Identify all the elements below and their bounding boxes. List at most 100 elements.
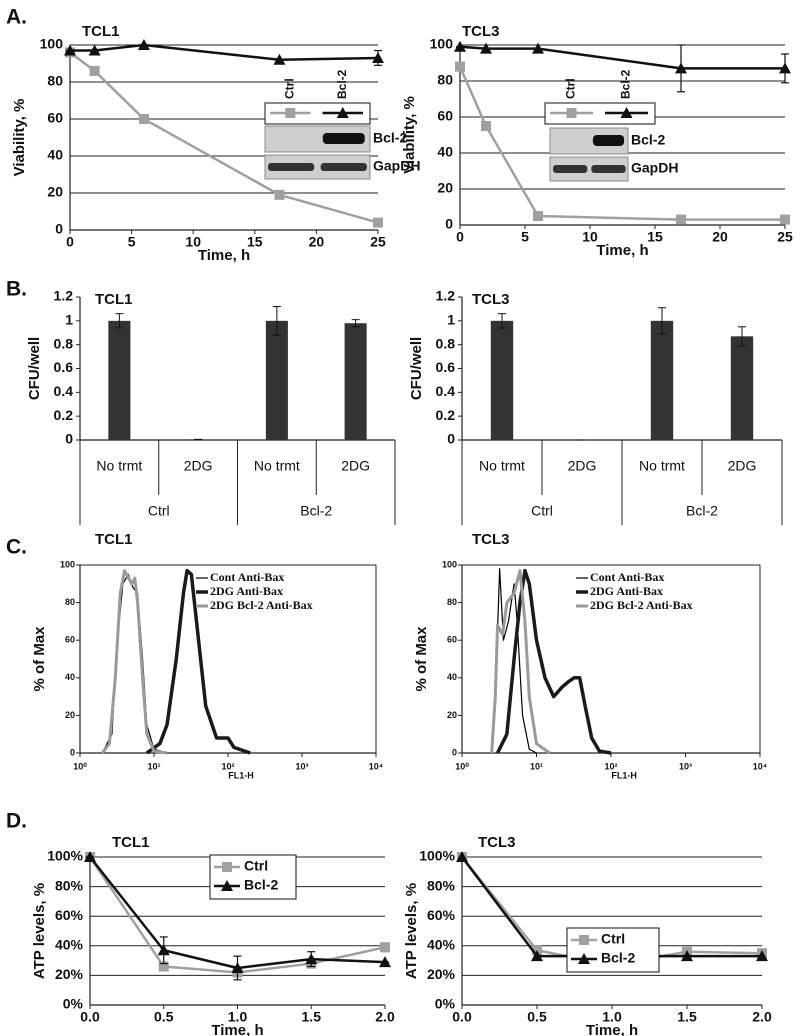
category-label: 2DG — [728, 458, 757, 474]
x-axis-label: FL1-H — [228, 770, 254, 780]
x-tick-label: 15 — [647, 229, 663, 245]
x-tick-label: 1.0 — [602, 1009, 622, 1025]
category-label: 2DG — [341, 458, 370, 474]
category-label: No trmt — [96, 458, 142, 474]
y-tick-label: 60 — [47, 110, 63, 126]
x-tick-label: 10 — [582, 229, 598, 245]
y-tick-label: 1.2 — [54, 288, 74, 304]
marker — [480, 42, 492, 54]
marker — [756, 950, 768, 962]
y-tick-label: 80% — [55, 877, 84, 893]
legend-marker — [620, 107, 633, 118]
legend-label: Cont Anti-Bax — [590, 570, 664, 584]
y-tick-label: 100% — [419, 848, 455, 864]
panel-label: B. — [6, 278, 27, 301]
category-label: No trmt — [639, 458, 685, 474]
chart-title: TCL3 — [472, 531, 510, 548]
y-tick-label: 60 — [447, 635, 457, 645]
marker — [137, 39, 150, 50]
x-tick-label: 5 — [521, 229, 529, 245]
error-bar — [738, 326, 746, 347]
legend-marker — [222, 862, 232, 872]
y-tick-label: 60% — [427, 907, 456, 923]
blot-band — [322, 133, 365, 144]
panel-label: D. — [6, 810, 27, 833]
x-tick-label: 25 — [370, 234, 386, 250]
series-line — [145, 568, 251, 755]
y-tick-label: 40% — [55, 937, 84, 953]
chart-title: TCL1 — [95, 531, 133, 548]
y-tick-label: 0 — [445, 216, 453, 232]
series-line — [70, 43, 379, 62]
legend-marker — [221, 880, 233, 891]
y-tick-label: 0.2 — [436, 407, 456, 423]
y-tick-label: 80 — [47, 73, 63, 89]
marker — [532, 42, 544, 54]
marker — [481, 121, 491, 131]
y-tick-label: 100 — [60, 559, 75, 569]
y-tick-label: 1 — [65, 312, 73, 328]
y-tick-label: 20 — [47, 184, 63, 200]
x-tick-label: 15 — [247, 234, 263, 250]
marker — [380, 942, 390, 953]
blot-label: Bcl-2 — [631, 132, 665, 148]
legend-marker — [336, 107, 349, 118]
category-label: 2DG — [184, 458, 213, 474]
chart-title: TCL1 — [82, 23, 120, 40]
y-tick-label: 80 — [65, 597, 75, 607]
y-tick-label: 0.6 — [54, 359, 74, 375]
blot-band — [591, 165, 626, 173]
legend-label: 2DG Bcl-2 Anti-Bax — [590, 598, 693, 612]
error-bar — [351, 319, 360, 328]
marker — [305, 953, 318, 965]
y-tick-label: 20 — [447, 710, 457, 720]
marker — [675, 62, 687, 74]
x-tick-label: 10⁰ — [455, 761, 469, 771]
x-axis-label: Time, h — [586, 1022, 638, 1036]
y-axis-label: % of Max — [31, 626, 48, 692]
panel-label: C. — [6, 536, 27, 559]
marker — [231, 962, 244, 973]
y-tick-label: 40 — [47, 147, 63, 163]
x-tick-label: 10⁴ — [753, 761, 767, 771]
blot-band — [592, 135, 625, 146]
x-tick-label: 5 — [128, 234, 136, 250]
x-tick-label: 2.0 — [752, 1009, 772, 1025]
y-axis-label: ATP levels, % — [31, 883, 48, 979]
y-tick-label: 40% — [427, 937, 456, 953]
x-tick-label: 10³ — [679, 761, 692, 771]
legend-label: Bcl-2 — [244, 877, 278, 893]
legend-marker — [578, 953, 590, 964]
y-tick-label: 0.8 — [54, 335, 74, 351]
y-tick-label: 0 — [452, 747, 457, 757]
group-label: Ctrl — [531, 503, 553, 519]
legend-label: 2DG Anti-Bax — [210, 584, 283, 598]
category-label: 2DG — [568, 458, 597, 474]
x-tick-label: 1.5 — [302, 1009, 322, 1025]
error-bar — [498, 313, 506, 329]
blot-label: Bcl-2 — [373, 130, 407, 146]
marker — [372, 51, 384, 63]
x-tick-label: 1.5 — [677, 1009, 697, 1025]
category-label: No trmt — [479, 458, 525, 474]
bar — [344, 323, 367, 440]
x-axis-label: Time, h — [198, 247, 250, 264]
marker — [456, 851, 468, 862]
y-tick-label: 20% — [55, 966, 84, 982]
y-tick-label: 20% — [427, 966, 456, 982]
y-tick-label: 0% — [63, 996, 84, 1012]
y-tick-label: 80 — [447, 597, 457, 607]
blot-band — [320, 163, 367, 171]
blot-label: GapDH — [631, 160, 678, 176]
x-tick-label: 10³ — [295, 761, 308, 771]
marker — [676, 214, 686, 225]
y-axis-label: Viability, % — [401, 96, 418, 174]
legend-label: Bcl-2 — [335, 69, 349, 99]
y-tick-label: 0 — [70, 747, 75, 757]
marker — [681, 950, 693, 962]
bar — [108, 320, 131, 440]
series-line — [490, 569, 551, 755]
y-tick-label: 0.6 — [436, 359, 456, 375]
panel-label: A. — [6, 6, 27, 29]
